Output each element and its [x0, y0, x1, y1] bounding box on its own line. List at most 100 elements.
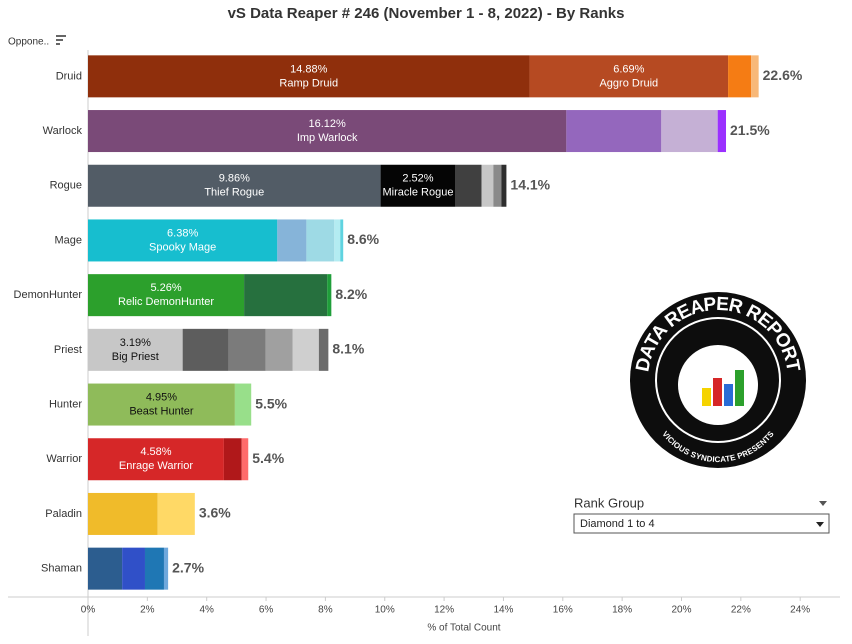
bar-segment — [661, 110, 718, 153]
bar-segment — [228, 328, 266, 371]
bar-segment — [481, 164, 494, 207]
filter-dropdown[interactable] — [573, 513, 830, 534]
x-tick-label: 8% — [318, 605, 333, 616]
segment-archetype-label: Enrage Warrior — [119, 460, 194, 472]
x-tick-label: 24% — [790, 605, 810, 616]
bar-segment — [88, 383, 235, 426]
category-label: Druid — [56, 70, 82, 82]
x-tick-label: 12% — [434, 605, 454, 616]
bar-segment — [234, 383, 252, 426]
total-label: 5.5% — [255, 395, 287, 411]
total-label: 22.6% — [763, 67, 803, 83]
logo: DATA REAPER REPORT VICIOUS SYNDICATE PRE… — [630, 292, 806, 468]
bar-segment — [157, 492, 195, 535]
segment-value-label: 6.69% — [613, 63, 644, 75]
bar-segment — [88, 492, 158, 535]
x-tick-label: 16% — [553, 605, 573, 616]
bar-segment — [493, 164, 502, 207]
segment-value-label: 16.12% — [309, 118, 347, 130]
sort-label[interactable]: Oppone.. — [8, 37, 49, 48]
bar-segment — [728, 55, 752, 98]
bar-segment — [501, 164, 507, 207]
bar-segment — [88, 219, 278, 262]
x-tick-label: 2% — [140, 605, 155, 616]
filter-menu-icon[interactable] — [819, 501, 827, 506]
total-label: 5.4% — [252, 450, 284, 466]
filter-title: Rank Group — [574, 495, 644, 510]
x-tick-label: 0% — [81, 605, 96, 616]
bar-segment — [327, 274, 332, 317]
bar-segment — [88, 110, 567, 153]
category-label: Rogue — [50, 180, 82, 192]
bar-segment — [318, 328, 329, 371]
x-tick-label: 6% — [259, 605, 274, 616]
segment-value-label: 4.58% — [140, 446, 171, 458]
category-label: DemonHunter — [14, 289, 83, 301]
bar-segment — [88, 164, 381, 207]
chart-title: vS Data Reaper # 246 (November 1 - 8, 20… — [228, 5, 625, 22]
segment-archetype-label: Spooky Mage — [149, 241, 216, 253]
x-tick-label: 18% — [612, 605, 632, 616]
segment-value-label: 14.88% — [290, 63, 328, 75]
bar-segment — [717, 110, 727, 153]
bar-segment — [277, 219, 307, 262]
bar-segment — [340, 219, 344, 262]
total-label: 2.7% — [172, 559, 204, 575]
total-label: 8.2% — [335, 286, 367, 302]
bar-segment — [122, 547, 145, 590]
bar-segment — [244, 274, 328, 317]
category-label: Priest — [54, 344, 82, 356]
bar-segment — [241, 438, 249, 481]
segment-value-label: 4.95% — [146, 391, 177, 403]
bar-segment — [529, 55, 729, 98]
total-label: 14.1% — [510, 176, 550, 192]
category-label: Warrior — [46, 453, 82, 465]
segment-archetype-label: Imp Warlock — [297, 132, 358, 144]
bar-segment — [306, 219, 335, 262]
x-tick-label: 22% — [731, 605, 751, 616]
total-label: 8.1% — [332, 341, 364, 357]
total-label: 3.6% — [199, 505, 231, 521]
bar-segment — [144, 547, 164, 590]
segment-archetype-label: Miracle Rogue — [383, 187, 454, 199]
segment-archetype-label: Big Priest — [112, 351, 159, 363]
segment-value-label: 2.52% — [402, 173, 433, 185]
category-label: Mage — [54, 234, 82, 246]
x-tick-label: 14% — [493, 605, 513, 616]
segment-archetype-label: Beast Hunter — [129, 405, 194, 417]
bar-segment — [292, 328, 319, 371]
bar-segment — [88, 438, 224, 481]
category-label: Warlock — [43, 125, 83, 137]
bar-segment — [380, 164, 456, 207]
filter-selected[interactable]: Diamond 1 to 4 — [580, 518, 655, 530]
category-label: Hunter — [49, 398, 82, 410]
segment-archetype-label: Ramp Druid — [279, 77, 338, 89]
x-tick-label: 10% — [375, 605, 395, 616]
total-label: 8.6% — [347, 231, 379, 247]
bar-segment — [334, 219, 341, 262]
segment-value-label: 6.38% — [167, 227, 198, 239]
x-tick-label: 20% — [671, 605, 691, 616]
category-label: Shaman — [41, 563, 82, 575]
x-axis-title: % of Total Count — [427, 623, 500, 634]
bar-segment — [751, 55, 759, 98]
segment-archetype-label: Thief Rogue — [204, 187, 264, 199]
bar-segment — [265, 328, 293, 371]
bar-segment — [455, 164, 482, 207]
bar-segment — [88, 328, 183, 371]
bar-segment — [88, 547, 123, 590]
bar-segment — [88, 274, 245, 317]
total-label: 21.5% — [730, 122, 770, 138]
bar-segment — [566, 110, 662, 153]
category-label: Paladin — [45, 508, 82, 520]
segment-archetype-label: Aggro Druid — [599, 77, 658, 89]
segment-value-label: 9.86% — [219, 173, 250, 185]
bar-segment — [163, 547, 169, 590]
bar-segment — [182, 328, 229, 371]
sort-icon[interactable] — [56, 35, 66, 45]
segment-value-label: 5.26% — [150, 282, 181, 294]
segment-value-label: 3.19% — [120, 337, 151, 349]
dropdown-arrow[interactable] — [816, 522, 824, 527]
x-tick-label: 4% — [199, 605, 214, 616]
